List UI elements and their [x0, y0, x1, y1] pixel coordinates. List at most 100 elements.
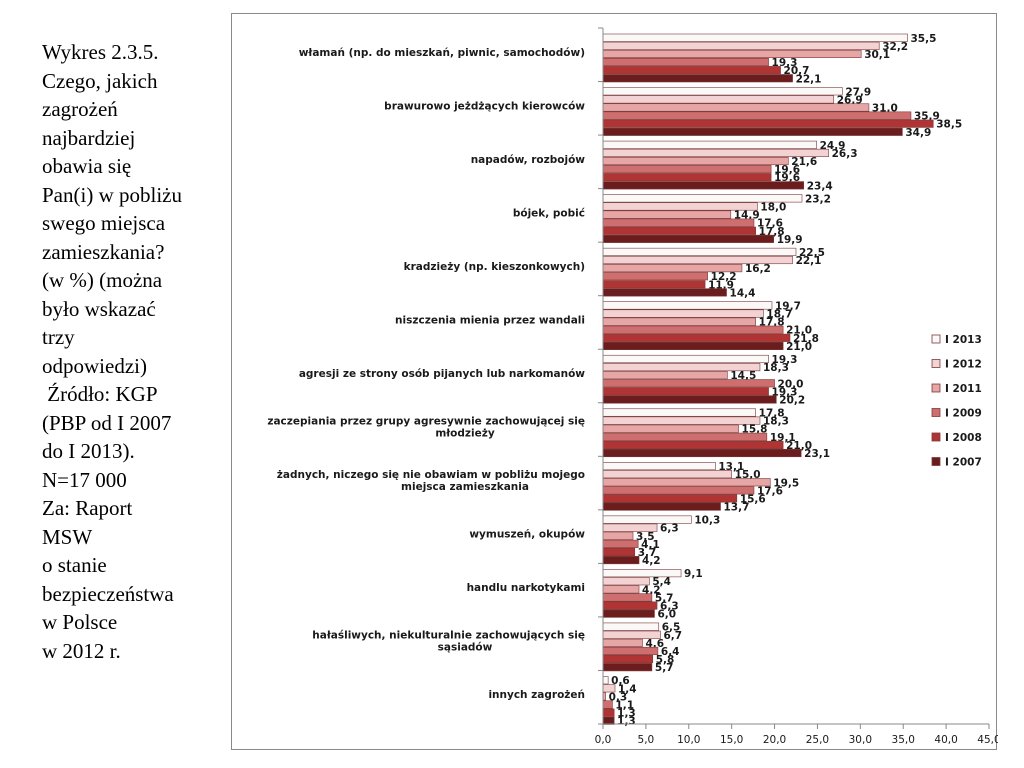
x-tick-label: 5,0: [638, 734, 655, 746]
value-label: 15,0: [735, 469, 761, 481]
value-label: 19,3: [772, 386, 798, 398]
bar: [602, 663, 653, 672]
value-label: 4,6: [645, 638, 664, 650]
value-label: 13,7: [724, 502, 750, 514]
legend-label: I 2012: [945, 359, 982, 371]
caption-line: odpowiedzi): [42, 353, 147, 378]
caption-line: najbardziej: [42, 125, 136, 150]
value-label: 22,5: [799, 247, 825, 259]
bar: [602, 395, 777, 404]
value-label: 18,0: [760, 201, 786, 213]
value-label: 17,8: [759, 317, 785, 329]
value-label: 17,6: [757, 218, 783, 230]
value-label: 15,8: [742, 424, 768, 436]
x-tick-label: 30,0: [849, 734, 872, 746]
value-label: 5,4: [652, 576, 671, 588]
value-label: 23,4: [807, 180, 833, 192]
legend-label: I 2007: [945, 457, 982, 469]
caption-line: było wskazać: [42, 296, 156, 321]
caption-line: Wykres 2.3.5.: [42, 40, 159, 64]
bar: [602, 700, 613, 709]
x-tick-label: 20,0: [763, 734, 786, 746]
category-label: młodzieży: [435, 428, 495, 440]
caption-line: Źródło: KGP: [42, 382, 158, 406]
value-label: 18,3: [763, 416, 789, 428]
bar: [602, 448, 802, 458]
bar: [602, 95, 835, 104]
value-label: 31,0: [872, 102, 898, 114]
bar: [602, 371, 728, 380]
value-label: 1,3: [617, 716, 636, 728]
category-label: innych zagrożeń: [488, 689, 585, 701]
caption-line: w Polsce: [42, 610, 118, 634]
bar: [602, 247, 797, 256]
bar: [602, 379, 775, 388]
legend-label: I 2011: [945, 383, 982, 395]
caption-line: do I 2013).: [42, 439, 135, 463]
legend-swatch: [931, 359, 941, 368]
bar: [602, 539, 639, 548]
bar: [602, 622, 660, 631]
bar: [602, 325, 784, 334]
caption-line: swego miejsca: [42, 211, 166, 235]
caption-line: o stanie: [42, 553, 107, 577]
caption-line: trzy: [42, 325, 75, 349]
bar: [602, 173, 772, 182]
caption-line: (PBP od I 2007: [42, 410, 172, 435]
value-label: 19,9: [777, 234, 803, 246]
value-label: 6,4: [661, 646, 680, 658]
bar: [602, 609, 655, 618]
value-label: 4,2: [642, 584, 661, 596]
legend-swatch: [931, 432, 941, 442]
category-label: zaczepiania przez grupy agresywnie zacho…: [267, 416, 585, 428]
value-label: 26,9: [837, 94, 863, 106]
x-tick-label: 0,0: [595, 734, 612, 746]
bar: [602, 638, 643, 647]
caption-line: Pan(i) w pobliżu: [42, 182, 182, 207]
value-label: 19,6: [774, 172, 800, 184]
value-label: 17,8: [759, 226, 785, 238]
value-label: 18,7: [766, 309, 792, 321]
x-tick-label: 40,0: [934, 734, 957, 746]
value-label: 14,4: [730, 287, 756, 299]
value-label: 3,5: [636, 531, 655, 543]
bar-chart: włamań (np. do mieszkań, piwnic, samocho…: [267, 27, 998, 746]
legend-swatch: [931, 334, 941, 344]
value-label: 15,6: [740, 493, 766, 505]
category-label: agresji ze strony osób pijanych lub nark…: [299, 368, 585, 380]
category-label: wymuszeń, okupów: [469, 529, 585, 541]
bar: [602, 547, 636, 557]
bar: [602, 140, 817, 149]
bar: [602, 280, 706, 289]
bar: [602, 33, 908, 42]
value-label: 4,2: [642, 555, 661, 567]
value-label: 23,2: [805, 193, 831, 205]
bar: [602, 218, 755, 227]
bar: [602, 210, 732, 219]
bar: [602, 470, 732, 479]
value-label: 12,2: [711, 271, 737, 283]
bar: [602, 531, 634, 540]
value-label: 10,3: [694, 515, 720, 527]
category-label: niszczenia mienia przez wandali: [395, 314, 585, 326]
value-label: 4,1: [641, 539, 660, 551]
caption-line: Za: Raport: [42, 496, 133, 520]
bar: [602, 646, 659, 656]
bar: [602, 585, 640, 594]
value-label: 6,5: [662, 622, 681, 634]
bar: [602, 341, 784, 350]
bar: [602, 593, 653, 602]
bar: [602, 416, 761, 425]
caption-line: (w %) (można: [42, 268, 163, 292]
category-label: bójek, pobić: [513, 207, 585, 219]
x-tick-label: 45,0: [977, 734, 998, 746]
bar: [602, 556, 640, 565]
category-label: sąsiadów: [438, 642, 493, 654]
bar: [602, 49, 862, 59]
bar: [602, 502, 721, 511]
bar: [602, 432, 768, 441]
value-label: 17,6: [757, 485, 783, 497]
caption-line: Czego, jakich: [42, 68, 158, 93]
value-label: 14,9: [734, 210, 760, 222]
bar: [602, 156, 789, 166]
